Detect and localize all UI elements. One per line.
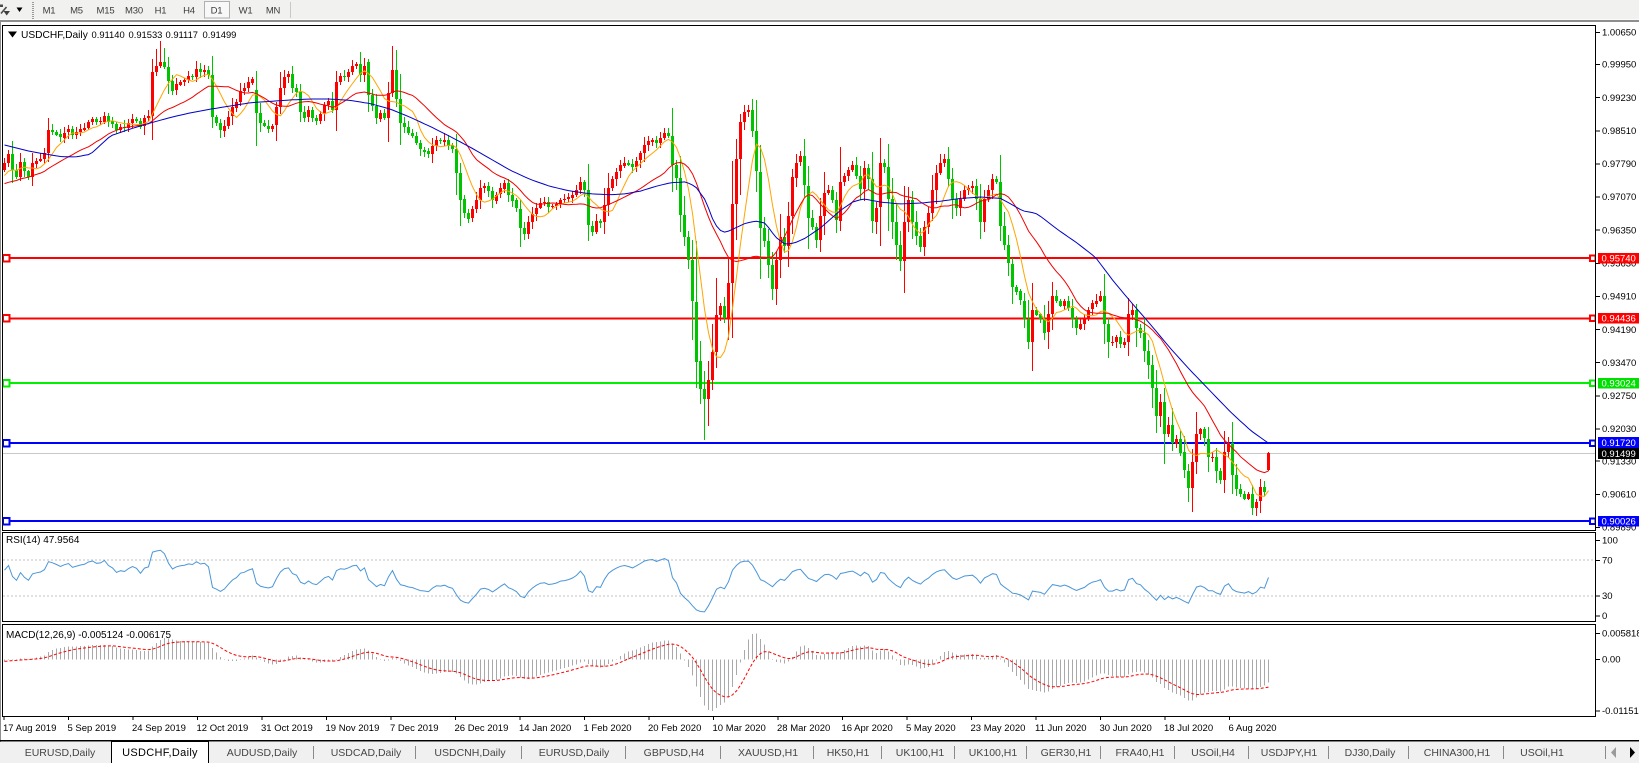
svg-text:M1: M1: [43, 6, 56, 17]
svg-text:0.94190: 0.94190: [1602, 325, 1636, 336]
svg-text:DJ30,Daily: DJ30,Daily: [1345, 747, 1397, 759]
svg-text:0.99950: 0.99950: [1602, 60, 1636, 71]
svg-text:0.005818: 0.005818: [1602, 629, 1639, 640]
svg-text:UK100,H1: UK100,H1: [896, 747, 945, 759]
svg-text:0.94436: 0.94436: [1602, 314, 1636, 325]
svg-text:0.89890: 0.89890: [1602, 523, 1636, 534]
svg-text:XAUUSD,H1: XAUUSD,H1: [738, 747, 798, 759]
svg-text:AUDUSD,Daily: AUDUSD,Daily: [227, 747, 298, 759]
svg-text:0.00: 0.00: [1602, 655, 1621, 666]
svg-text:USDCHF,Daily: USDCHF,Daily: [21, 30, 89, 41]
svg-text:14 Jan 2020: 14 Jan 2020: [519, 723, 571, 734]
svg-text:7 Dec 2019: 7 Dec 2019: [390, 723, 439, 734]
svg-text:11 Jun 2020: 11 Jun 2020: [1035, 723, 1087, 734]
svg-text:0.96350: 0.96350: [1602, 225, 1636, 236]
svg-text:0: 0: [1602, 611, 1607, 622]
svg-text:0.97070: 0.97070: [1602, 192, 1636, 203]
svg-text:GER30,H1: GER30,H1: [1041, 747, 1092, 759]
svg-text:0.91499: 0.91499: [1602, 449, 1636, 460]
svg-text:0.91117: 0.91117: [166, 29, 199, 40]
svg-text:EURUSD,Daily: EURUSD,Daily: [25, 747, 96, 759]
svg-text:0.92750: 0.92750: [1602, 391, 1636, 402]
svg-text:MN: MN: [266, 6, 281, 17]
svg-text:16 Apr 2020: 16 Apr 2020: [842, 723, 893, 734]
svg-text:5 Sep 2019: 5 Sep 2019: [68, 723, 117, 734]
svg-text:6 Aug 2020: 6 Aug 2020: [1229, 723, 1277, 734]
svg-text:GBPUSD,H4: GBPUSD,H4: [644, 747, 705, 759]
svg-text:USDCHF,Daily: USDCHF,Daily: [122, 747, 198, 759]
svg-text:28 Mar 2020: 28 Mar 2020: [777, 723, 830, 734]
svg-text:D1: D1: [211, 6, 223, 17]
svg-text:USOil,H1: USOil,H1: [1520, 747, 1564, 759]
svg-text:0.91330: 0.91330: [1602, 456, 1636, 467]
svg-text:USDCAD,Daily: USDCAD,Daily: [331, 747, 402, 759]
svg-text:0.94910: 0.94910: [1602, 292, 1636, 303]
svg-text:-0.011514: -0.011514: [1602, 706, 1639, 717]
svg-text:CHINA300,H1: CHINA300,H1: [1424, 747, 1491, 759]
svg-text:RSI(14) 47.9564: RSI(14) 47.9564: [6, 535, 80, 546]
svg-text:H4: H4: [183, 6, 195, 17]
svg-text:26 Dec 2019: 26 Dec 2019: [455, 723, 509, 734]
svg-text:EURUSD,Daily: EURUSD,Daily: [539, 747, 610, 759]
svg-text:1.00650: 1.00650: [1602, 28, 1636, 39]
svg-text:W1: W1: [239, 6, 253, 17]
svg-text:18 Jul 2020: 18 Jul 2020: [1164, 723, 1213, 734]
svg-text:0.91533: 0.91533: [129, 29, 163, 40]
svg-text:M15: M15: [97, 6, 115, 17]
svg-text:31 Oct 2019: 31 Oct 2019: [261, 723, 313, 734]
svg-text:M5: M5: [70, 6, 83, 17]
svg-text:0.99230: 0.99230: [1602, 93, 1636, 104]
svg-text:0.91140: 0.91140: [92, 29, 125, 40]
svg-text:MACD(12,26,9) -0.005124 -0.006: MACD(12,26,9) -0.005124 -0.006175: [6, 630, 172, 641]
svg-text:23 May 2020: 23 May 2020: [971, 723, 1026, 734]
svg-text:USDJPY,H1: USDJPY,H1: [1261, 747, 1318, 759]
svg-text:0.90610: 0.90610: [1602, 490, 1636, 501]
svg-text:1 Feb 2020: 1 Feb 2020: [584, 723, 632, 734]
svg-text:100: 100: [1602, 536, 1618, 547]
svg-text:0.90026: 0.90026: [1602, 517, 1636, 528]
svg-text:30: 30: [1602, 591, 1613, 602]
svg-text:0.92030: 0.92030: [1602, 424, 1636, 435]
svg-text:0.91499: 0.91499: [203, 29, 237, 40]
svg-text:12 Oct 2019: 12 Oct 2019: [197, 723, 249, 734]
svg-text:0.95630: 0.95630: [1602, 259, 1636, 270]
svg-text:24 Sep 2019: 24 Sep 2019: [132, 723, 186, 734]
svg-text:H1: H1: [155, 6, 167, 17]
svg-text:M30: M30: [125, 6, 143, 17]
svg-text:0.95740: 0.95740: [1602, 254, 1636, 265]
svg-text:0.91720: 0.91720: [1602, 438, 1636, 449]
svg-text:20 Feb 2020: 20 Feb 2020: [648, 723, 701, 734]
svg-text:0.97790: 0.97790: [1602, 159, 1636, 170]
svg-text:17 Aug 2019: 17 Aug 2019: [3, 723, 56, 734]
svg-text:USOil,H4: USOil,H4: [1191, 747, 1235, 759]
svg-text:70: 70: [1602, 556, 1613, 567]
svg-text:UK100,H1: UK100,H1: [969, 747, 1018, 759]
svg-text:0.98510: 0.98510: [1602, 126, 1636, 137]
svg-text:5 May 2020: 5 May 2020: [906, 723, 956, 734]
svg-text:0.93470: 0.93470: [1602, 358, 1636, 369]
svg-text:0.93024: 0.93024: [1602, 379, 1636, 390]
svg-text:USDCNH,Daily: USDCNH,Daily: [434, 747, 506, 759]
svg-text:30 Jun 2020: 30 Jun 2020: [1100, 723, 1152, 734]
svg-text:19 Nov 2019: 19 Nov 2019: [326, 723, 380, 734]
svg-text:HK50,H1: HK50,H1: [827, 747, 870, 759]
svg-text:10 Mar 2020: 10 Mar 2020: [713, 723, 766, 734]
svg-text:FRA40,H1: FRA40,H1: [1115, 747, 1164, 759]
